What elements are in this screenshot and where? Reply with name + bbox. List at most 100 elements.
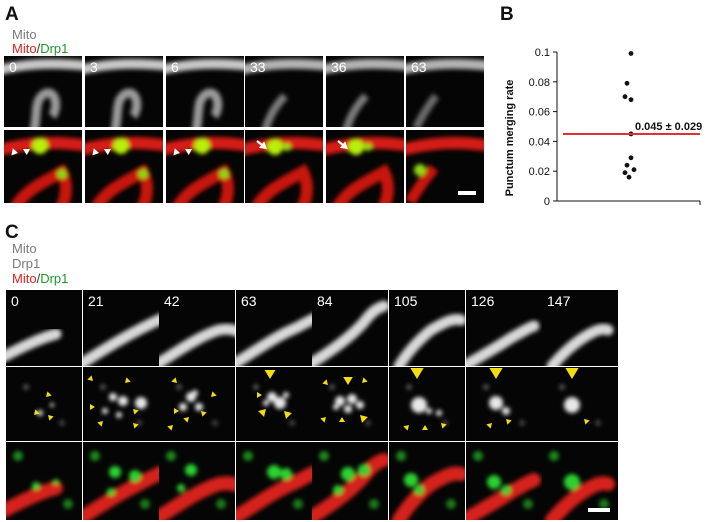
micrograph: [87, 375, 147, 429]
arrowhead-marker: [34, 409, 40, 415]
micrograph: [312, 451, 388, 520]
merge-drp1-text: Drp1: [40, 271, 69, 286]
y-tick-label: 0.08: [529, 77, 550, 89]
arrowhead-marker: [322, 379, 328, 385]
panel-c-drp1-frame-4: [312, 367, 388, 441]
arrowhead-marker: [441, 423, 447, 429]
micrograph: [253, 370, 295, 426]
panel-a-letter: A: [5, 4, 19, 25]
merge-drp1-text: Drp1: [40, 41, 69, 56]
timepoint-label: 147: [547, 293, 571, 309]
arrowhead-marker: [92, 148, 99, 156]
panel-c-mito-frame-1: 21: [83, 290, 159, 366]
timepoint-label: 42: [164, 293, 180, 309]
panel-a-mito-frame-3: 33: [245, 56, 323, 127]
arrowhead-marker: [258, 409, 266, 417]
arrowhead-marker: [320, 417, 326, 423]
panel-b-letter: B: [500, 4, 514, 25]
micrograph: [4, 137, 82, 203]
micrograph: [236, 451, 312, 520]
panel-c-drp1-frame-2: [159, 367, 235, 441]
arrowhead-marker: [362, 377, 368, 383]
micrograph: [6, 328, 62, 362]
timepoint-label: 105: [394, 293, 418, 309]
panel-a-mito-frame-1: 3: [85, 56, 163, 127]
timepoint-label: 63: [411, 59, 427, 75]
micrograph: [245, 58, 323, 127]
panel-c-drp1-label: Drp1: [12, 256, 41, 271]
data-point: [626, 174, 632, 180]
micrograph: [245, 137, 323, 203]
y-tick-label: 0.02: [529, 166, 550, 178]
panel-a-merge-frame-1: [85, 130, 163, 203]
micrograph: [166, 137, 244, 203]
timepoint-label: 84: [317, 293, 333, 309]
panel-c-drp1-frame-0: [6, 367, 82, 441]
panel-a-mito-label: Mito: [12, 27, 37, 42]
merge-sep: /: [36, 41, 41, 56]
arrowhead-marker: [185, 149, 192, 156]
micrograph: [320, 377, 371, 426]
merge-sep: /: [36, 271, 41, 286]
arrowhead-marker: [565, 368, 579, 379]
arrowhead-marker: [104, 149, 111, 156]
panel-a-merge-frame-0: [4, 130, 82, 203]
micrograph: [406, 58, 484, 127]
timepoint-label: 0: [9, 59, 17, 75]
panel-a-mito-frame-5: 63: [406, 56, 484, 127]
micrograph: [23, 384, 65, 426]
y-tick-label: 0.1: [535, 47, 550, 59]
y-tick-label: 0.04: [529, 136, 550, 148]
scale-bar: [588, 508, 610, 512]
micrograph: [159, 323, 235, 366]
micrograph: [85, 137, 163, 203]
panel-c-merge-frame-7: [542, 442, 618, 520]
arrowhead-marker: [486, 423, 492, 429]
arrowhead-marker: [125, 377, 131, 383]
panel-a-merge-frame-5: [406, 130, 484, 203]
panel-c-drp1-frame-3: [236, 367, 312, 441]
arrowhead-marker: [264, 370, 276, 379]
panel-c-merge-frame-0: [6, 442, 82, 520]
panel-c-mito-frame-5: 105: [389, 290, 465, 366]
arrowhead-marker: [257, 392, 262, 398]
arrowhead-marker: [133, 423, 139, 429]
arrowhead-marker: [489, 368, 503, 379]
arrowhead-marker: [201, 411, 207, 417]
micrograph: [483, 368, 525, 429]
timepoint-label: 63: [241, 293, 257, 309]
micrograph: [166, 58, 244, 127]
panel-c-merge-frame-6: [466, 442, 542, 520]
timepoint-label: 0: [11, 293, 19, 309]
micrograph: [326, 137, 404, 203]
panel-c-letter: C: [5, 222, 19, 243]
timepoint-label: 21: [88, 293, 104, 309]
arrowhead-marker: [174, 408, 179, 414]
data-point: [628, 97, 634, 103]
merge-mito-text: Mito: [12, 41, 37, 56]
arrowhead-marker: [46, 391, 52, 397]
panel-a-merge-frame-2: [166, 130, 244, 203]
micrograph: [406, 137, 484, 203]
merge-mito-text: Mito: [12, 271, 37, 286]
micrograph: [83, 313, 159, 366]
micrograph: [83, 451, 159, 520]
panel-c-mito-label: Mito: [12, 241, 37, 256]
micrograph: [236, 313, 312, 366]
micrograph: [545, 451, 615, 520]
y-tick-label: 0.06: [529, 107, 550, 119]
arrowhead-marker: [87, 375, 93, 381]
panel-a-mito-frame-0: 0: [4, 56, 82, 127]
arrowhead-marker: [133, 409, 139, 415]
panel-c-merge-frame-2: [159, 442, 235, 520]
panel-a-mito-frame-2: 6: [166, 56, 244, 127]
micrograph: [546, 323, 614, 366]
panel-c-mito-frame-3: 63: [236, 290, 312, 366]
panel-c-mito-frame-7: 147: [542, 290, 618, 366]
arrowhead-marker: [339, 417, 345, 422]
arrowhead-marker: [211, 391, 217, 397]
arrowhead-marker: [284, 411, 292, 419]
micrograph: [326, 58, 404, 127]
arrowhead-marker: [183, 417, 189, 423]
micrograph: [393, 314, 465, 366]
